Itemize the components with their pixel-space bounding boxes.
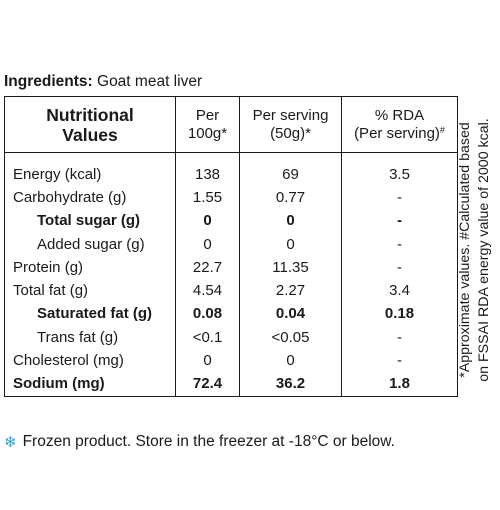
- table-row: Energy (kcal) 138 69 3.5: [4, 152, 458, 187]
- footnote-line-1: *Approximate values. #Calculated based: [457, 122, 473, 378]
- cell-per-100g: 0: [175, 209, 240, 233]
- nutrition-table: Nutritional Values Per 100g* Per serving…: [4, 96, 458, 397]
- cell-rda: -: [341, 209, 458, 233]
- cell-per-100g: 0: [175, 232, 240, 257]
- cell-per-100g: 0: [175, 349, 240, 373]
- table-row: Carbohydrate (g) 1.55 0.77 -: [4, 186, 458, 210]
- cell-rda: 3.4: [341, 279, 458, 303]
- ingredients-line: Ingredients: Goat meat liver: [4, 73, 202, 91]
- cell-per-serving: 36.2: [239, 372, 342, 397]
- header-rda: % RDA (Per serving)#: [341, 96, 458, 153]
- row-label: Total sugar (g): [4, 209, 176, 233]
- cell-rda: 1.8: [341, 372, 458, 397]
- cell-per-100g: 22.7: [175, 256, 240, 280]
- table-row: Total sugar (g) 0 0 -: [4, 209, 458, 233]
- cell-per-100g: 72.4: [175, 372, 240, 397]
- ingredients-value: Goat meat liver: [92, 73, 203, 90]
- row-label: Carbohydrate (g): [4, 186, 176, 210]
- table-row: Added sugar (g) 0 0 -: [4, 232, 458, 257]
- cell-per-serving: 11.35: [239, 256, 342, 280]
- cell-rda: 0.18: [341, 302, 458, 327]
- cell-per-serving: 69: [239, 152, 342, 187]
- cell-per-serving: 0.77: [239, 186, 342, 210]
- cell-rda: 3.5: [341, 152, 458, 187]
- header-per-serving: Per serving (50g)*: [239, 96, 342, 153]
- row-label: Total fat (g): [4, 279, 176, 303]
- cell-per-100g: 4.54: [175, 279, 240, 303]
- row-label: Protein (g): [4, 256, 176, 280]
- row-label: Saturated fat (g): [4, 302, 176, 327]
- cell-per-100g: 1.55: [175, 186, 240, 210]
- header-nutritional-values: Nutritional Values: [4, 96, 176, 153]
- table-row: Sodium (mg) 72.4 36.2 1.8: [4, 372, 458, 397]
- cell-rda: -: [341, 326, 458, 350]
- cell-per-serving: 2.27: [239, 279, 342, 303]
- cell-rda: -: [341, 232, 458, 257]
- footnote-line-2: on FSSAI RDA energy value of 2000 kcal.: [476, 118, 492, 382]
- table-row: Total fat (g) 4.54 2.27 3.4: [4, 279, 458, 303]
- table-row: Protein (g) 22.7 11.35 -: [4, 256, 458, 280]
- footnote-vertical: *Approximate values. #Calculated based o…: [456, 0, 500, 510]
- cell-per-serving: 0.04: [239, 302, 342, 327]
- table-row: Cholesterol (mg) 0 0 -: [4, 349, 458, 373]
- table-row: Saturated fat (g) 0.08 0.04 0.18: [4, 302, 458, 327]
- cell-rda: -: [341, 349, 458, 373]
- table-header-row: Nutritional Values Per 100g* Per serving…: [4, 96, 458, 153]
- cell-rda: -: [341, 256, 458, 280]
- cell-per-100g: <0.1: [175, 326, 240, 350]
- storage-text: Frozen product. Store in the freezer at …: [22, 433, 395, 450]
- row-label: Energy (kcal): [4, 152, 176, 187]
- cell-rda: -: [341, 186, 458, 210]
- row-label: Trans fat (g): [4, 326, 176, 350]
- storage-instruction: ❄ Frozen product. Store in the freezer a…: [4, 433, 395, 451]
- cell-per-serving: <0.05: [239, 326, 342, 350]
- row-label: Cholesterol (mg): [4, 349, 176, 373]
- cell-per-100g: 138: [175, 152, 240, 187]
- cell-per-serving: 0: [239, 232, 342, 257]
- cell-per-100g: 0.08: [175, 302, 240, 327]
- table-row: Trans fat (g) <0.1 <0.05 -: [4, 326, 458, 350]
- cell-per-serving: 0: [239, 209, 342, 233]
- snowflake-icon: ❄: [4, 434, 17, 451]
- row-label: Sodium (mg): [4, 372, 176, 397]
- ingredients-label: Ingredients:: [4, 73, 93, 90]
- row-label: Added sugar (g): [4, 232, 176, 257]
- cell-per-serving: 0: [239, 349, 342, 373]
- header-per-100g: Per 100g*: [175, 96, 240, 153]
